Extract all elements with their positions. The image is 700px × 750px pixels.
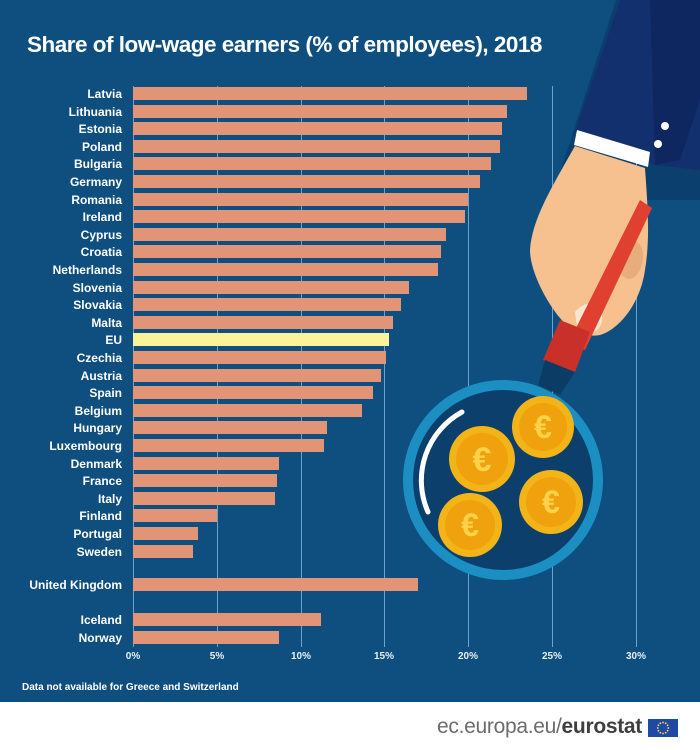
data-bar xyxy=(133,210,465,223)
x-tick-label: 10% xyxy=(290,651,311,662)
data-bar xyxy=(133,457,279,470)
category-label: Cyprus xyxy=(80,228,122,242)
euro-coin-icon: € xyxy=(519,470,583,534)
data-bar xyxy=(133,351,386,364)
data-availability-note: Data not available for Greece and Switze… xyxy=(22,682,239,693)
data-bar xyxy=(133,631,279,644)
category-label: Slovenia xyxy=(72,281,122,295)
data-bar xyxy=(133,369,381,382)
category-label: Bulgaria xyxy=(73,157,122,171)
suit-sleeve-icon xyxy=(574,0,700,170)
gridline xyxy=(636,86,637,647)
euro-coin-icon: € xyxy=(449,426,515,492)
url-brand: eurostat xyxy=(561,715,643,738)
category-label: Malta xyxy=(91,316,122,330)
data-bar xyxy=(133,509,217,522)
category-label: Croatia xyxy=(80,245,122,259)
gridline xyxy=(384,86,385,647)
gridline xyxy=(217,86,218,647)
data-bar xyxy=(133,578,418,591)
data-bar xyxy=(133,175,480,188)
category-label: Czechia xyxy=(76,351,122,365)
category-label: Slovakia xyxy=(73,298,122,312)
x-tick-label: 25% xyxy=(541,651,562,662)
x-tick-label: 5% xyxy=(209,651,225,662)
category-label: Ireland xyxy=(82,210,122,224)
magnifier-illustration: € € € € xyxy=(403,0,700,580)
data-bar xyxy=(133,157,491,170)
data-bar xyxy=(133,140,500,153)
data-bar xyxy=(133,298,401,311)
category-label: Estonia xyxy=(78,122,122,136)
eurostat-url[interactable]: ec.europa.eu/eurostat xyxy=(437,715,642,739)
category-label: Romania xyxy=(71,193,122,207)
category-label: Luxembourg xyxy=(49,439,122,453)
data-bar xyxy=(133,122,502,135)
category-label: Austria xyxy=(80,369,122,383)
euro-coin-icon: € xyxy=(438,493,502,557)
x-tick-label: 0% xyxy=(125,651,141,662)
footer: ec.europa.eu/eurostat xyxy=(0,702,700,750)
magnifier-handle-icon xyxy=(538,200,652,395)
svg-text:€: € xyxy=(534,409,552,445)
data-bar xyxy=(133,492,275,505)
category-label: EU xyxy=(105,333,122,347)
data-bar xyxy=(133,105,507,118)
category-label: France xyxy=(82,474,122,488)
category-label: Norway xyxy=(78,631,122,645)
data-bar xyxy=(133,87,527,100)
category-label: Portugal xyxy=(73,527,122,541)
data-bar xyxy=(133,386,373,399)
category-label: Italy xyxy=(97,492,122,506)
url-prefix: ec.europa.eu/ xyxy=(437,715,562,738)
svg-text:€: € xyxy=(542,484,560,520)
category-label: Sweden xyxy=(76,545,122,559)
category-label: Poland xyxy=(81,140,122,154)
category-label: Belgium xyxy=(74,404,122,418)
data-bar xyxy=(133,439,324,452)
category-label: Lithuania xyxy=(68,105,122,119)
chart-title: Share of low-wage earners (% of employee… xyxy=(27,32,542,57)
euro-coin-icon: € xyxy=(512,396,574,458)
svg-text:€: € xyxy=(473,441,492,479)
x-tick-label: 15% xyxy=(373,651,394,662)
category-label: Latvia xyxy=(87,87,122,101)
svg-text:€: € xyxy=(461,507,479,543)
data-bar xyxy=(133,545,193,558)
data-bar xyxy=(133,193,468,206)
gridline xyxy=(301,86,302,647)
data-bar xyxy=(133,613,321,626)
infographic-panel: Share of low-wage earners (% of employee… xyxy=(0,0,700,702)
x-tick-label: 20% xyxy=(457,651,478,662)
gridline xyxy=(468,86,469,647)
category-label: Germany xyxy=(69,175,122,189)
data-bar xyxy=(133,527,198,540)
category-label: Iceland xyxy=(80,613,122,627)
eu-flag-icon xyxy=(648,719,678,737)
eu-bar xyxy=(133,333,389,346)
gridline xyxy=(133,86,134,647)
category-label: Hungary xyxy=(73,421,122,435)
category-label: Netherlands xyxy=(52,263,122,277)
data-bar xyxy=(133,316,393,329)
x-tick-label: 30% xyxy=(625,651,646,662)
category-label: Denmark xyxy=(70,457,122,471)
data-bar xyxy=(133,245,441,258)
data-bar xyxy=(133,404,362,417)
data-bar xyxy=(133,263,438,276)
data-bar xyxy=(133,474,277,487)
data-bar xyxy=(133,421,327,434)
data-bar xyxy=(133,281,409,294)
data-bar xyxy=(133,228,446,241)
category-label: United Kingdom xyxy=(29,578,122,592)
category-label: Spain xyxy=(89,386,122,400)
category-label: Finland xyxy=(79,509,122,523)
